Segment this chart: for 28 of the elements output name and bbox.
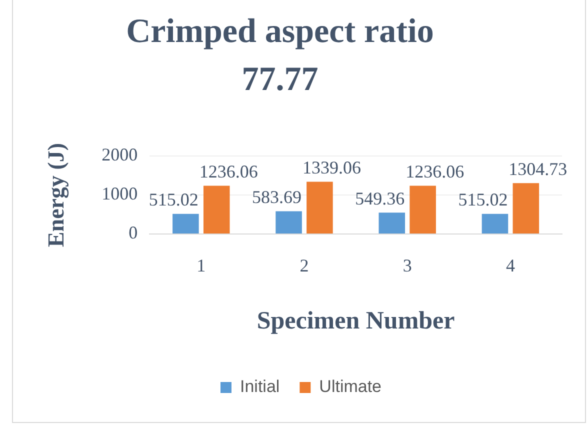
x-tick-label: 1: [196, 256, 206, 276]
x-tick-label: 4: [506, 256, 515, 276]
chart-title: Crimped aspect ratio 77.77: [125, 12, 435, 100]
y-tick-label: 0: [128, 222, 138, 243]
bar: [512, 183, 540, 234]
legend-label: Ultimate: [319, 377, 382, 396]
data-label: 1339.06: [302, 158, 361, 178]
data-label: 1236.06: [406, 162, 464, 182]
bar: [378, 212, 406, 234]
bar: [482, 214, 508, 234]
bar: [172, 214, 199, 234]
bar: [276, 211, 302, 234]
data-label: 1304.73: [508, 158, 568, 179]
data-label: 1236.06: [199, 162, 258, 182]
x-tick-label: 3: [402, 256, 412, 276]
legend-label: Initial: [240, 377, 280, 396]
bar: [306, 182, 333, 234]
data-label: 515.02: [458, 190, 508, 210]
x-axis-title: Specimen Number: [256, 307, 455, 334]
y-tick-label: 2000: [102, 144, 138, 165]
y-tick-label: 1000: [102, 184, 138, 204]
y-axis-title: Energy (J): [44, 142, 70, 248]
data-label: 515.02: [148, 190, 198, 210]
data-label: 583.69: [252, 186, 302, 207]
bar: [410, 186, 436, 234]
bar: [203, 186, 230, 234]
x-tick-label: 2: [300, 256, 309, 276]
data-label: 549.36: [355, 188, 405, 208]
